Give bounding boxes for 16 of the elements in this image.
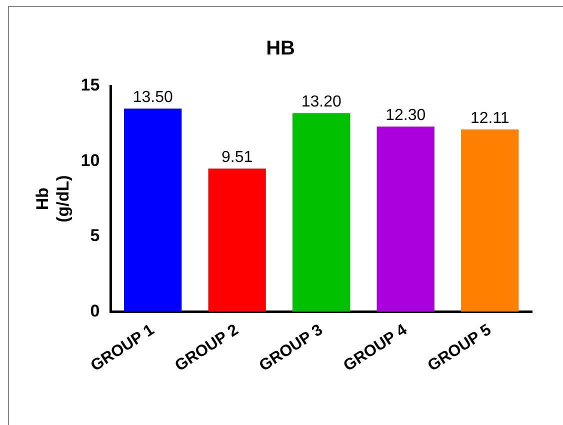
bar: [208, 168, 266, 312]
y-axis-title: Hb (g/dL): [32, 175, 72, 222]
data-label: 13.20: [301, 93, 342, 110]
data-label: 12.30: [386, 107, 426, 124]
bar: [124, 108, 182, 312]
bar: [292, 113, 350, 312]
y-tick-label: 15: [80, 76, 100, 95]
y-tick-label: 0: [90, 301, 100, 320]
data-label: 12.11: [470, 110, 510, 127]
data-label: 13.50: [132, 88, 173, 106]
bar: [461, 129, 519, 312]
y-tick-label: 10: [80, 150, 100, 170]
chart-title: HB: [266, 38, 295, 60]
data-label: 9.51: [222, 149, 253, 166]
y-tick-label: 5: [90, 226, 100, 246]
bar: [376, 126, 434, 312]
